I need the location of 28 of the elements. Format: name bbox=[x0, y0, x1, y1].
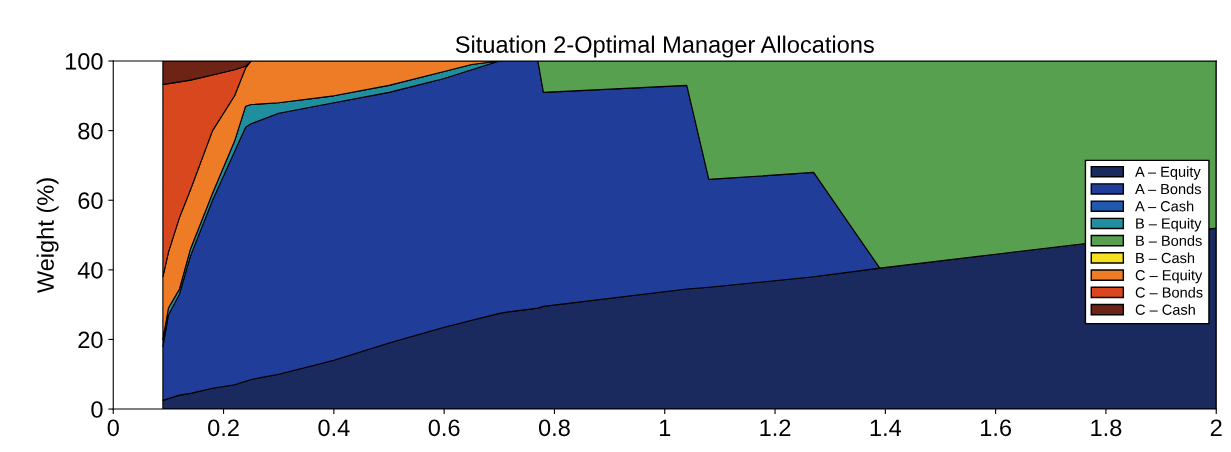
y-tick-label: 0 bbox=[91, 401, 103, 418]
legend-label: C – Cash bbox=[1135, 304, 1195, 315]
legend-label: C – Bonds bbox=[1135, 286, 1203, 298]
x-tick-label: 0 bbox=[107, 419, 119, 437]
x-tick-label: 1.2 bbox=[760, 419, 791, 436]
legend-label: C – Equity bbox=[1135, 269, 1203, 284]
legend-label: A – Cash bbox=[1135, 200, 1194, 212]
y-tick-label: 40 bbox=[77, 261, 103, 279]
x-tick-label: 1.8 bbox=[1091, 419, 1122, 437]
y-tick-label: 80 bbox=[78, 122, 103, 140]
x-tick-label: 2 bbox=[1210, 419, 1222, 436]
x-tick-label: 0.2 bbox=[208, 419, 239, 437]
legend-label: B – Equity bbox=[1136, 217, 1202, 232]
x-tick-label: 1.4 bbox=[870, 419, 902, 436]
y-axis-title: Weight (%) bbox=[36, 178, 59, 294]
x-tick-label: 1 bbox=[659, 419, 671, 436]
x-tick-label: 0.6 bbox=[428, 419, 460, 437]
y-tick-label: 100 bbox=[65, 53, 103, 70]
legend-label: B – Cash bbox=[1136, 252, 1195, 264]
x-tick-label: 0.8 bbox=[538, 419, 570, 437]
y-tick-label: 60 bbox=[78, 192, 103, 210]
legend-label: A – Bonds bbox=[1135, 183, 1201, 195]
y-tick-label: 20 bbox=[78, 331, 103, 349]
legend-label: B – Bonds bbox=[1136, 235, 1202, 246]
x-tick-label: 0.4 bbox=[318, 419, 350, 437]
chart-title: Situation 2-Optimal Manager Allocations bbox=[455, 35, 874, 58]
legend-label: A – Equity bbox=[1135, 166, 1201, 180]
x-tick-label: 1.6 bbox=[981, 419, 1012, 437]
